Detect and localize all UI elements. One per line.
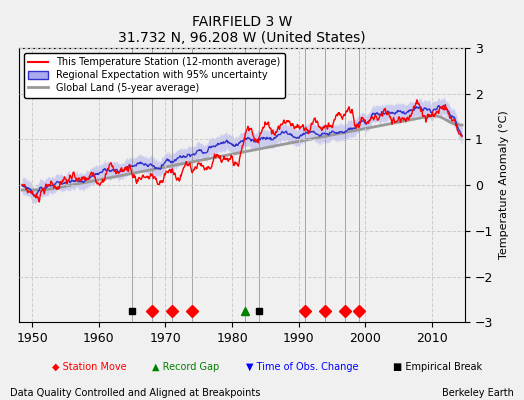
Text: ▲ Record Gap: ▲ Record Gap <box>152 362 219 372</box>
Text: Berkeley Earth: Berkeley Earth <box>442 388 514 398</box>
Legend: This Temperature Station (12-month average), Regional Expectation with 95% uncer: This Temperature Station (12-month avera… <box>24 53 285 98</box>
Y-axis label: Temperature Anomaly (°C): Temperature Anomaly (°C) <box>499 111 509 259</box>
Text: ◆ Station Move: ◆ Station Move <box>52 362 127 372</box>
Text: Data Quality Controlled and Aligned at Breakpoints: Data Quality Controlled and Aligned at B… <box>10 388 261 398</box>
Text: ■ Empirical Break: ■ Empirical Break <box>393 362 482 372</box>
Text: ▼ Time of Obs. Change: ▼ Time of Obs. Change <box>246 362 359 372</box>
Title: FAIRFIELD 3 W
31.732 N, 96.208 W (United States): FAIRFIELD 3 W 31.732 N, 96.208 W (United… <box>118 15 366 45</box>
